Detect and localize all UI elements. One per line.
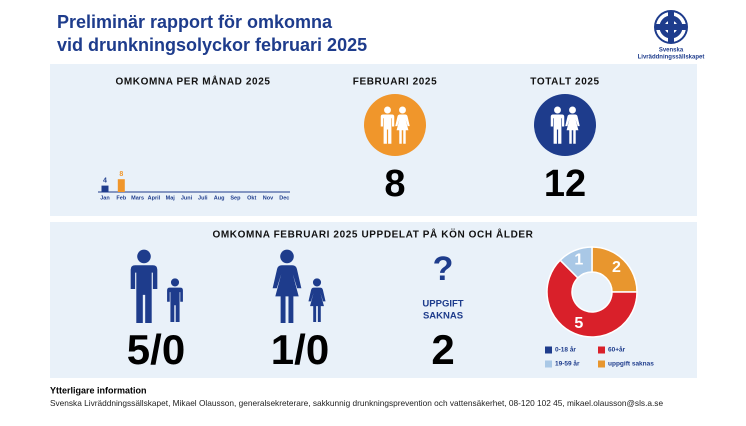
stat-circle — [534, 94, 596, 156]
x-tick-label: Juli — [198, 195, 208, 201]
men-count: 5/0 — [127, 326, 185, 373]
x-tick-label: Feb — [116, 195, 126, 201]
title-line: Preliminär rapport för omkomna — [57, 12, 333, 32]
unknown-count: 2 — [431, 326, 454, 373]
title-line: vid drunkningsolyckor februari 2025 — [57, 35, 367, 55]
pie-segment — [546, 259, 638, 338]
x-tick-label: April — [148, 195, 161, 201]
logo-text: Livräddningssällskapet — [638, 55, 705, 61]
segment-label: 1 — [574, 251, 583, 268]
bar — [117, 179, 125, 192]
stat-label: TOTALT 2025 — [530, 77, 599, 88]
x-tick-label: Nov — [263, 195, 274, 201]
unknown-label: UPPGIFT — [422, 299, 463, 310]
legend-swatch — [598, 360, 605, 368]
question-mark: ? — [433, 250, 454, 288]
x-tick-label: Mars — [131, 195, 144, 201]
section-title: OMKOMNA FEBRUARI 2025 UPPDELAT PÅ KÖN OC… — [213, 228, 534, 241]
legend-swatch — [598, 346, 605, 354]
x-tick-label: Maj — [166, 195, 176, 201]
stat-value: 8 — [384, 163, 405, 205]
value-label: 4 — [103, 177, 107, 184]
legend-swatch — [545, 346, 552, 354]
legend-label: 0-18 år — [555, 346, 576, 354]
legend-label: uppgift saknas — [608, 361, 654, 368]
pie-segment — [559, 246, 593, 279]
footer-heading: Ytterligare information — [50, 385, 147, 395]
value-label: 8 — [119, 171, 123, 178]
legend-label: 19-59 år — [555, 360, 580, 368]
segment-label: 2 — [612, 259, 621, 276]
stat-label: FEBRUARI 2025 — [353, 77, 438, 88]
women-count: 1/0 — [271, 326, 329, 373]
logo: Svenska Livräddningssällskapet — [638, 10, 705, 61]
logo-text: Svenska — [659, 48, 684, 54]
x-tick-label: Sep — [230, 195, 241, 201]
x-tick-label: Okt — [247, 195, 256, 201]
x-tick-label: Juni — [181, 195, 193, 201]
x-tick-label: Jan — [100, 195, 110, 201]
x-tick-label: Dec — [279, 195, 289, 201]
unknown-label: SAKNAS — [423, 311, 463, 322]
legend-label: 60+år — [608, 346, 626, 354]
stat-value: 12 — [544, 163, 586, 205]
stat-circle — [364, 94, 426, 156]
chart-title: OMKOMNA PER MÅNAD 2025 — [115, 75, 270, 88]
segment-label: 5 — [574, 315, 583, 332]
legend-swatch — [545, 360, 552, 368]
footer-text: Svenska Livräddningssällskapet, Mikael O… — [50, 398, 663, 408]
x-tick-label: Aug — [214, 195, 225, 201]
bar — [101, 185, 109, 192]
